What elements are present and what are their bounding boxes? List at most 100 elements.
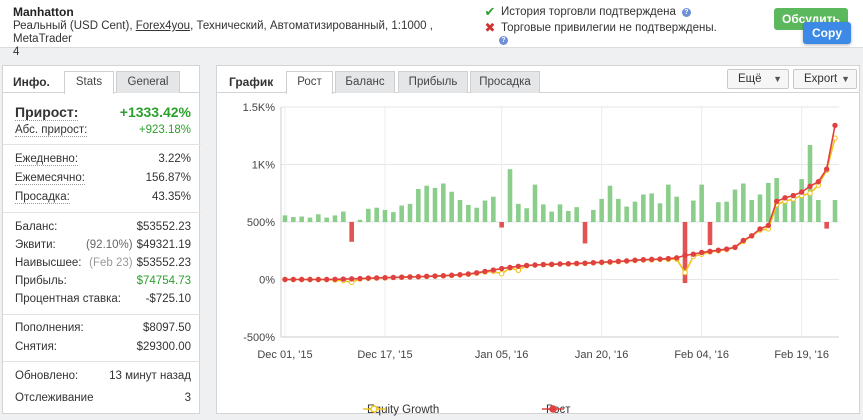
account-name: Manhatton xyxy=(13,5,74,19)
data-point xyxy=(665,255,672,262)
divider xyxy=(3,212,201,213)
bar xyxy=(382,209,388,222)
bar xyxy=(432,187,438,222)
data-point xyxy=(423,273,430,279)
stats-panel: Инфо. Stats General Прирост: +1333.42% А… xyxy=(2,65,201,414)
bar xyxy=(599,198,604,222)
data-point xyxy=(565,261,572,267)
x-tick-label: Dec 01, '15 xyxy=(257,349,312,361)
cross-icon: ✖ xyxy=(484,20,496,35)
tab-profit[interactable]: Прибыль xyxy=(398,71,468,93)
bar xyxy=(782,197,788,222)
stat-label: Ежедневно: xyxy=(15,153,79,166)
stat-row-updated: Обновлено: 13 минут назад xyxy=(15,370,191,382)
tab-balance[interactable]: Баланс xyxy=(335,71,395,93)
data-point xyxy=(540,261,547,268)
stat-label: Отслеживание xyxy=(15,392,94,404)
stat-label: Пополнения: xyxy=(15,322,84,334)
tab-stats[interactable]: Stats xyxy=(64,71,114,94)
bar xyxy=(316,214,321,222)
bar xyxy=(516,203,521,222)
stat-note: (Feb 23) xyxy=(89,257,133,269)
stat-value: 3.22% xyxy=(158,153,191,165)
bar xyxy=(757,194,763,222)
stat-row-daily: Ежедневно: 3.22% xyxy=(15,153,191,166)
account-description: Реальный (USD Cent), Forex4you, Техничес… xyxy=(13,20,473,59)
bar xyxy=(357,219,363,222)
stat-value: $29300.00 xyxy=(136,341,191,353)
bar xyxy=(666,184,671,222)
data-point xyxy=(448,272,455,278)
data-point xyxy=(773,198,780,205)
help-icon[interactable]: ? xyxy=(499,36,508,45)
export-dropdown-label: Export xyxy=(804,73,838,85)
data-point xyxy=(532,262,538,268)
more-dropdown[interactable]: Ещё ▼ xyxy=(727,69,789,89)
growth-chart: 1.5K% 1K% 500% 0% -500% Dec 01, '15 Dec 17, '1… xyxy=(217,94,861,416)
divider xyxy=(3,314,201,315)
x-tick-label: Feb 04, '16 xyxy=(674,349,729,361)
bar xyxy=(424,185,429,222)
data-point xyxy=(465,271,472,277)
bar xyxy=(691,200,696,222)
bar xyxy=(307,217,313,222)
legend-item-equity[interactable]: Equity Growth xyxy=(363,404,439,416)
bar xyxy=(457,200,463,222)
data-point xyxy=(390,274,397,281)
data-point xyxy=(590,260,597,266)
stat-row-balance: Баланс: $53552.23 xyxy=(15,221,191,233)
tab-drawdown[interactable]: Просадка xyxy=(470,71,540,93)
stat-label: Абс. прирост: xyxy=(15,124,88,137)
stat-value: +923.18% xyxy=(138,124,191,136)
legend-item-growth[interactable]: Рост xyxy=(542,404,571,416)
bar xyxy=(374,207,379,222)
stat-row-profit: Прибыль: $74754.73 xyxy=(15,275,191,287)
tab-general[interactable]: General xyxy=(116,71,180,93)
bar xyxy=(566,211,571,222)
account-header: Manhatton Реальный (USD Cent), Forex4you… xyxy=(0,0,863,58)
tab-growth[interactable]: Рост xyxy=(286,71,333,94)
history-verified-row: ✔ История торговли подтверждена ? xyxy=(483,4,691,20)
x-tick-label: Jan 05, '16 xyxy=(475,349,528,361)
data-point xyxy=(315,276,322,283)
chart-panel-title: График xyxy=(229,75,274,89)
bar xyxy=(832,200,838,222)
stat-value: $49321.19 xyxy=(136,239,191,251)
stat-value: $53552.23 xyxy=(136,257,191,269)
bar xyxy=(716,202,721,222)
data-point xyxy=(757,226,763,232)
y-tick-label: 500% xyxy=(247,217,275,229)
data-point xyxy=(648,256,655,263)
bar xyxy=(616,198,621,222)
broker-link[interactable]: Forex4you xyxy=(135,20,191,32)
data-point xyxy=(557,261,563,267)
export-dropdown[interactable]: Export ▼ xyxy=(793,69,857,89)
data-point xyxy=(548,261,555,268)
bar xyxy=(749,200,754,222)
data-point xyxy=(357,275,363,282)
bar xyxy=(482,200,488,222)
data-point xyxy=(323,276,330,283)
stat-label: Ежемесячно: xyxy=(15,172,85,185)
bar xyxy=(532,184,538,222)
stat-value: 13 минут назад xyxy=(109,370,191,382)
bar xyxy=(682,222,688,284)
y-tick-label: 1K% xyxy=(252,160,275,172)
bar xyxy=(349,222,354,242)
stat-row-monthly: Ежемесячно: 156.87% xyxy=(15,172,191,185)
account-details: , Технический, Автоматизированный, 1:100… xyxy=(13,20,433,45)
stat-value: $8097.50 xyxy=(143,322,191,334)
growth-row: Прирост: +1333.42% xyxy=(15,104,191,121)
bar xyxy=(341,211,346,222)
bar xyxy=(441,183,446,222)
data-point xyxy=(515,263,522,269)
copy-button[interactable]: Copy xyxy=(803,22,851,44)
bar xyxy=(791,193,796,222)
help-icon[interactable]: ? xyxy=(681,7,691,17)
chevron-down-icon: ▼ xyxy=(773,74,782,84)
data-point xyxy=(807,183,813,190)
bar xyxy=(649,193,654,222)
bar xyxy=(449,191,454,222)
bar xyxy=(591,209,596,222)
data-point xyxy=(298,276,305,283)
